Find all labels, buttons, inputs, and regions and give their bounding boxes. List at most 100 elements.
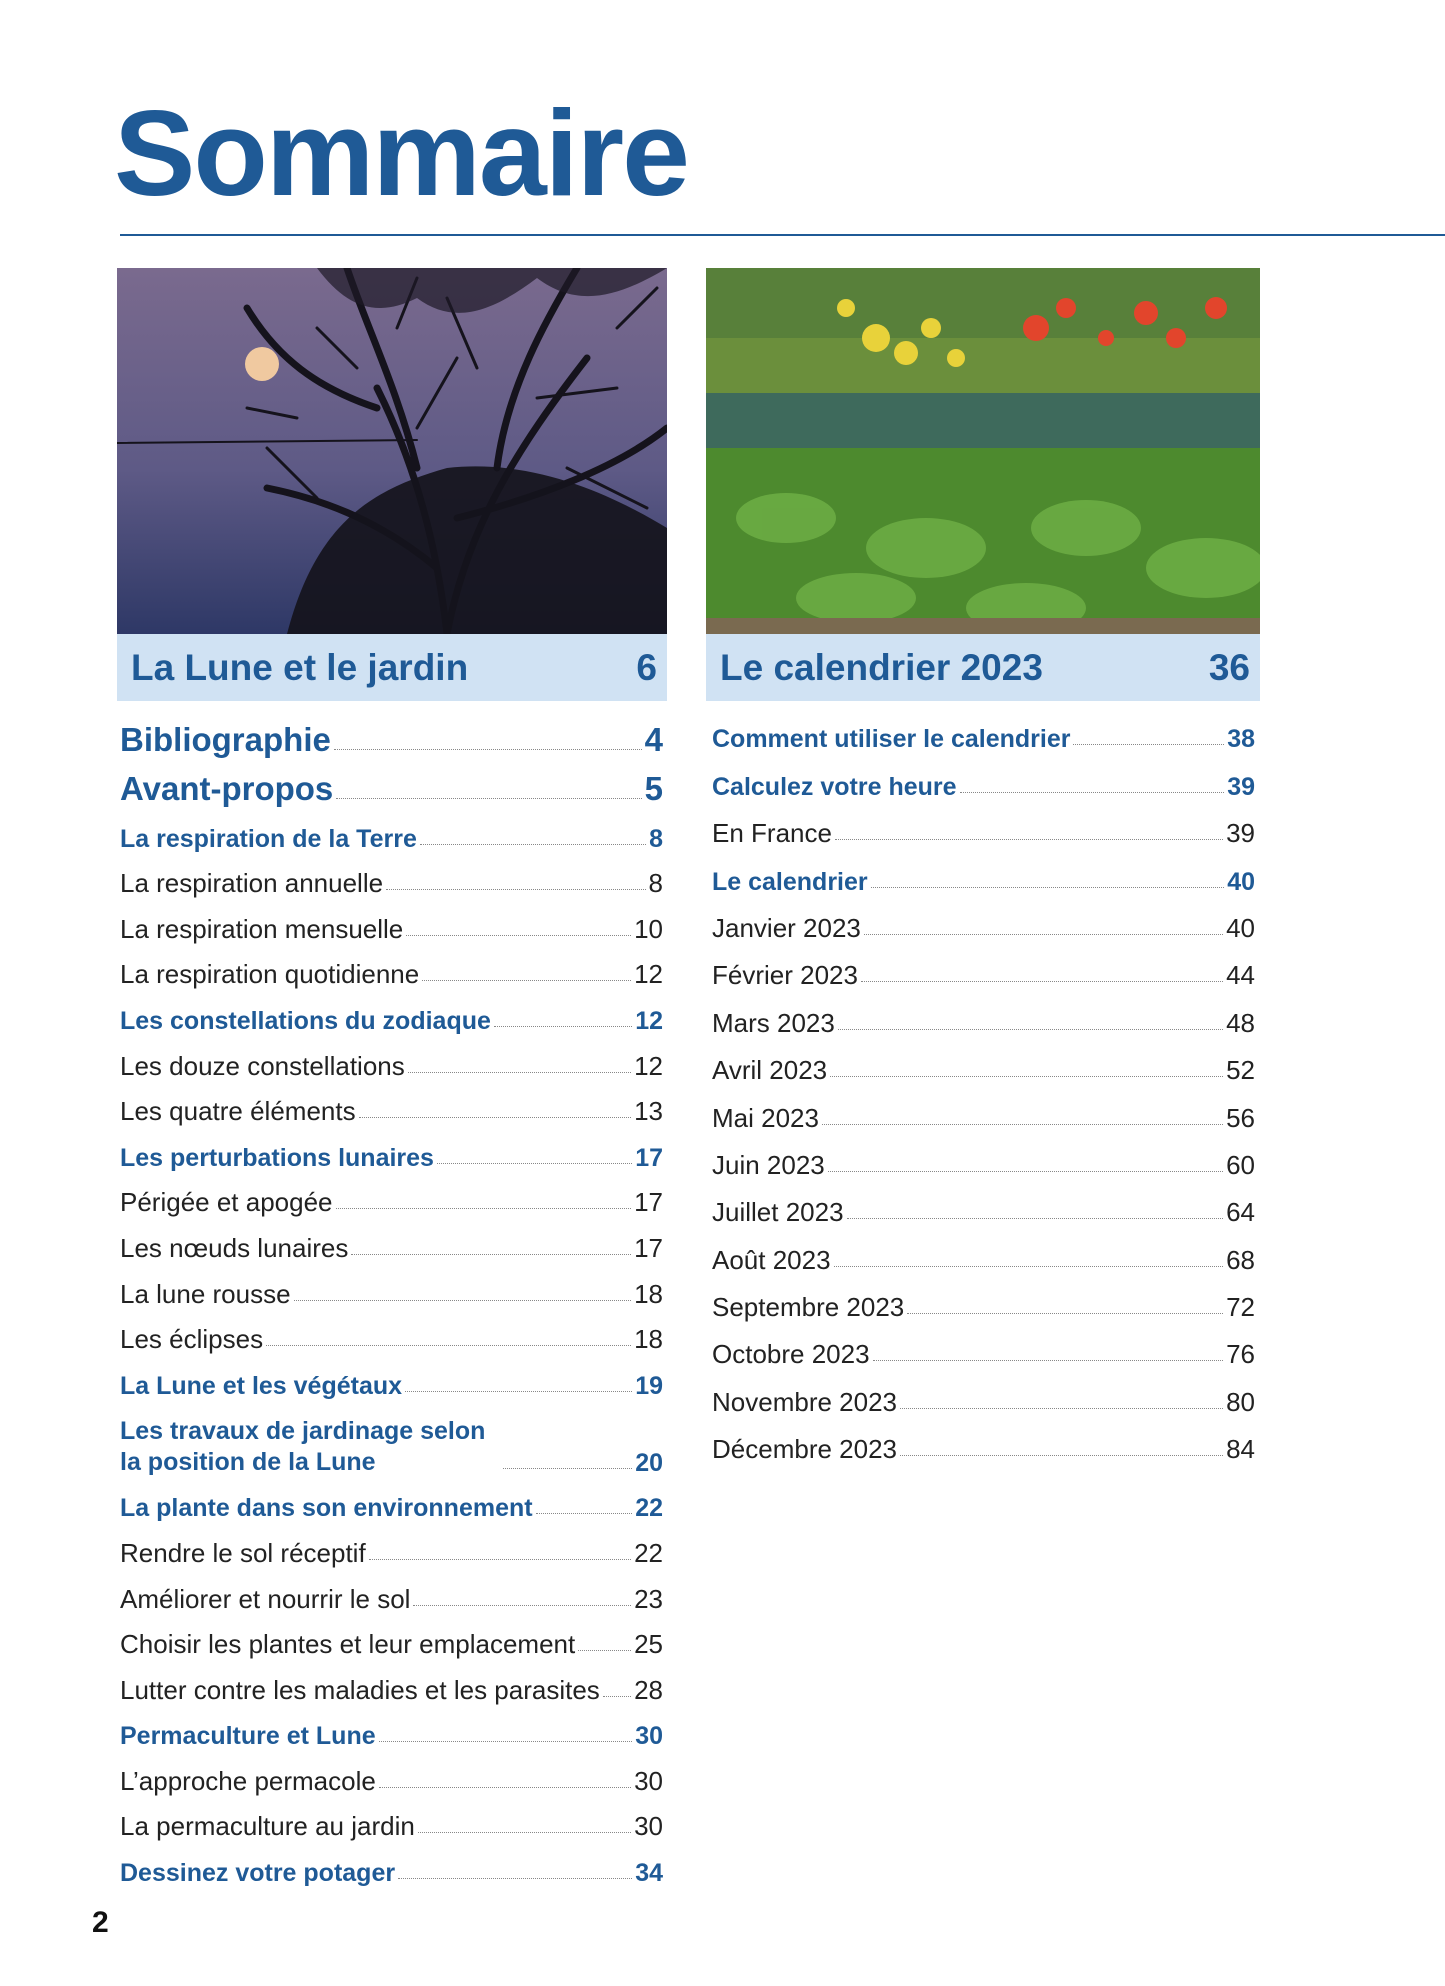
section-header-calendrier[interactable]: Le calendrier 2023 36 — [706, 634, 1260, 701]
toc-entry-page: 56 — [1226, 1102, 1255, 1133]
toc-entry[interactable]: Juin 2023 60 — [712, 1134, 1255, 1181]
toc-entry-label: Octobre 2023 — [712, 1339, 870, 1370]
dot-leader — [863, 933, 1224, 935]
toc-entry[interactable]: Avant-propos 5 — [120, 759, 663, 808]
toc-entry-label: Août 2023 — [712, 1244, 831, 1275]
toc-entry-page: 30 — [634, 1765, 663, 1796]
toc-entry-page: 39 — [1226, 818, 1255, 849]
toc-entry[interactable]: Permaculture et Lune 30 — [120, 1706, 663, 1752]
toc-entry-label: Choisir les plantes et leur emplacement — [120, 1629, 576, 1660]
toc-entry-label: Les travaux de jardinage selon la positi… — [120, 1416, 486, 1476]
toc-entry-page: 30 — [635, 1722, 663, 1751]
toc-entry-label: Comment utiliser le calendrier — [712, 725, 1071, 754]
toc-entry[interactable]: La respiration mensuelle 10 — [120, 899, 663, 945]
dot-leader — [386, 889, 646, 891]
toc-entry-label: Calculez votre heure — [712, 772, 957, 801]
dot-leader — [959, 791, 1225, 793]
toc-entry[interactable]: Dessinez votre potager 34 — [120, 1842, 663, 1888]
toc-entry[interactable]: Lutter contre les maladies et les parasi… — [120, 1660, 663, 1706]
toc-entry[interactable]: Les constellations du zodiaque 12 — [120, 990, 663, 1036]
toc-entry[interactable]: La permaculture au jardin 30 — [120, 1797, 663, 1843]
dot-leader — [422, 980, 632, 982]
title-divider — [120, 234, 1445, 236]
toc-entry[interactable]: Améliorer et nourrir le sol 23 — [120, 1569, 663, 1615]
toc-entry[interactable]: Calculez votre heure 39 — [712, 754, 1255, 801]
toc-entry-label: Périgée et apogée — [120, 1187, 333, 1218]
toc-entry[interactable]: La respiration annuelle 8 — [120, 854, 663, 900]
dot-leader — [407, 1071, 632, 1073]
toc-entry-page: 12 — [635, 1006, 663, 1035]
section-header-label: Le calendrier 2023 — [720, 646, 1043, 688]
toc-entry-page: 13 — [634, 1096, 663, 1127]
toc-entry-label: Janvier 2023 — [712, 912, 861, 943]
toc-entry-label: La lune rousse — [120, 1278, 291, 1309]
dot-leader — [578, 1650, 632, 1652]
toc-entry-page: 4 — [644, 721, 663, 758]
toc-entry-label: L’approche permacole — [120, 1765, 376, 1796]
toc-entry-label: Décembre 2023 — [712, 1434, 897, 1465]
dot-leader — [293, 1299, 632, 1301]
toc-entry[interactable]: Février 2023 44 — [712, 944, 1255, 991]
toc-entry-page: 64 — [1226, 1197, 1255, 1228]
dot-leader — [833, 1265, 1224, 1267]
toc-entry-label: La permaculture au jardin — [120, 1811, 415, 1842]
dot-leader — [907, 1313, 1224, 1315]
toc-entry[interactable]: Choisir les plantes et leur emplacement 2… — [120, 1615, 663, 1661]
dot-leader — [870, 886, 1225, 888]
toc-entry[interactable]: Juillet 2023 64 — [712, 1181, 1255, 1228]
toc-entry-label: Les éclipses — [120, 1324, 264, 1355]
toc-entry-page: 34 — [635, 1859, 663, 1888]
toc-entry-page: 22 — [635, 1494, 663, 1523]
toc-entry-label: Améliorer et nourrir le sol — [120, 1583, 411, 1614]
toc-entry[interactable]: Comment utiliser le calendrier 38 — [712, 707, 1255, 754]
toc-entry[interactable]: Les douze constellations 12 — [120, 1036, 663, 1082]
toc-entry[interactable]: Les nœuds lunaires 17 — [120, 1218, 663, 1264]
toc-entry[interactable]: La plante dans son environnement 22 — [120, 1478, 663, 1524]
dot-leader — [872, 1360, 1224, 1362]
toc-entry[interactable]: Septembre 2023 72 — [712, 1276, 1255, 1323]
toc-entry[interactable]: Janvier 2023 40 — [712, 897, 1255, 944]
dot-leader — [266, 1345, 632, 1347]
toc-entry-label: Novembre 2023 — [712, 1386, 897, 1417]
toc-entry-label: En France — [712, 818, 832, 849]
toc-entry[interactable]: Les quatre éléments 13 — [120, 1082, 663, 1128]
toc-entry[interactable]: Octobre 2023 76 — [712, 1323, 1255, 1370]
toc-entry[interactable]: Les travaux de jardinage selon la positi… — [120, 1401, 663, 1478]
toc-entry[interactable]: La Lune et les végétaux 19 — [120, 1355, 663, 1401]
dot-leader — [358, 1117, 632, 1119]
toc-entry[interactable]: Bibliographie 4 — [120, 710, 663, 759]
toc-entry-label: La respiration quotidienne — [120, 959, 420, 990]
dot-leader — [436, 1162, 633, 1164]
toc-entry-label: La Lune et les végétaux — [120, 1371, 403, 1400]
toc-entry-label: Bibliographie — [120, 721, 331, 758]
toc-entry[interactable]: Avril 2023 52 — [712, 1039, 1255, 1086]
dot-leader — [368, 1558, 632, 1560]
toc-entry[interactable]: Périgée et apogée 17 — [120, 1173, 663, 1219]
dot-leader — [335, 1208, 632, 1210]
toc-entry-page: 68 — [1226, 1244, 1255, 1275]
toc-entry[interactable]: La respiration de la Terre 8 — [120, 808, 663, 854]
toc-entry[interactable]: En France 39 — [712, 802, 1255, 849]
section-header-lune[interactable]: La Lune et le jardin 6 — [117, 634, 667, 701]
moon-over-tree-photo — [117, 268, 667, 634]
toc-entry[interactable]: L’approche permacole 30 — [120, 1751, 663, 1797]
toc-entry[interactable]: Les éclipses 18 — [120, 1310, 663, 1356]
toc-entry[interactable]: Le calendrier 40 — [712, 849, 1255, 896]
toc-entry[interactable]: La respiration quotidienne 12 — [120, 945, 663, 991]
vegetable-garden-photo — [706, 268, 1260, 634]
toc-entry-page: 25 — [634, 1629, 663, 1660]
toc-entry-label: Rendre le sol réceptif — [120, 1537, 366, 1568]
toc-entry[interactable]: Mars 2023 48 — [712, 991, 1255, 1038]
toc-entry[interactable]: Août 2023 68 — [712, 1228, 1255, 1275]
toc-entry[interactable]: La lune rousse 18 — [120, 1264, 663, 1310]
toc-entry-page: 80 — [1226, 1386, 1255, 1417]
toc-entry-label: Mai 2023 — [712, 1102, 819, 1133]
toc-entry[interactable]: Novembre 2023 80 — [712, 1370, 1255, 1417]
dot-leader — [398, 1878, 633, 1880]
toc-entry[interactable]: Les perturbations lunaires 17 — [120, 1127, 663, 1173]
dot-leader — [503, 1467, 633, 1469]
toc-entry[interactable]: Mai 2023 56 — [712, 1086, 1255, 1133]
toc-entry-page: 48 — [1226, 1007, 1255, 1038]
toc-entry[interactable]: Rendre le sol réceptif 22 — [120, 1523, 663, 1569]
toc-entry[interactable]: Décembre 2023 84 — [712, 1418, 1255, 1465]
